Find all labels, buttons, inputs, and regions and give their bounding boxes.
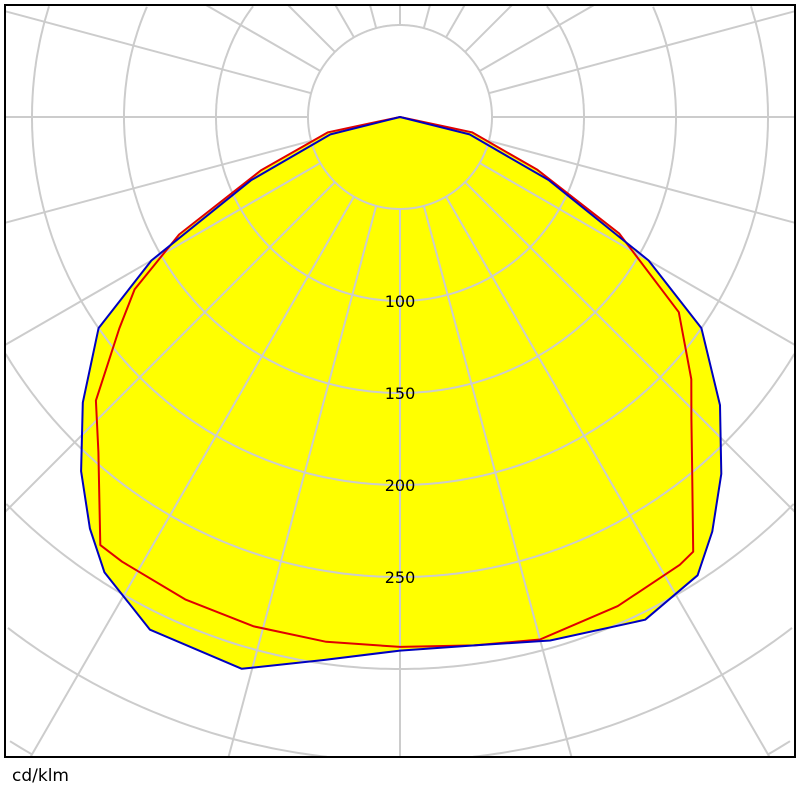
grid-spoke	[445, 196, 771, 758]
radial-tick-label: 150	[385, 384, 416, 403]
grid-spoke	[29, 196, 355, 758]
grid-spoke	[334, 4, 355, 38]
grid-spoke	[488, 10, 796, 95]
grid-circle	[123, 6, 677, 394]
plot-frame	[4, 4, 796, 758]
grid-spoke	[287, 4, 336, 53]
grid-spoke	[4, 181, 336, 513]
grid-spoke	[422, 205, 573, 758]
grid-circle	[4, 353, 796, 578]
radial-tick-label: 200	[385, 476, 416, 495]
grid-circle	[7, 627, 793, 758]
grid-spoke	[4, 10, 312, 95]
grid-spoke	[479, 162, 796, 346]
grid-spoke	[464, 181, 796, 513]
grid-circle	[9, 740, 791, 756]
radial-tick-label: 250	[385, 568, 416, 587]
series-line-0	[94, 116, 695, 648]
series-line-1	[80, 116, 723, 670]
grid-spoke	[445, 4, 466, 38]
grid-spoke	[369, 4, 378, 29]
grid-spoke	[422, 4, 431, 29]
grid-spoke	[464, 4, 513, 53]
grid-spoke	[488, 139, 796, 224]
grid-circle	[31, 6, 769, 486]
grid-spoke	[205, 4, 321, 72]
radial-tick-label: 100	[385, 292, 416, 311]
grid-spoke	[479, 4, 595, 72]
grid-spoke	[227, 205, 378, 758]
unit-label: cd/klm	[12, 766, 69, 786]
grid-spoke	[4, 139, 312, 224]
grid-circle	[215, 5, 585, 302]
